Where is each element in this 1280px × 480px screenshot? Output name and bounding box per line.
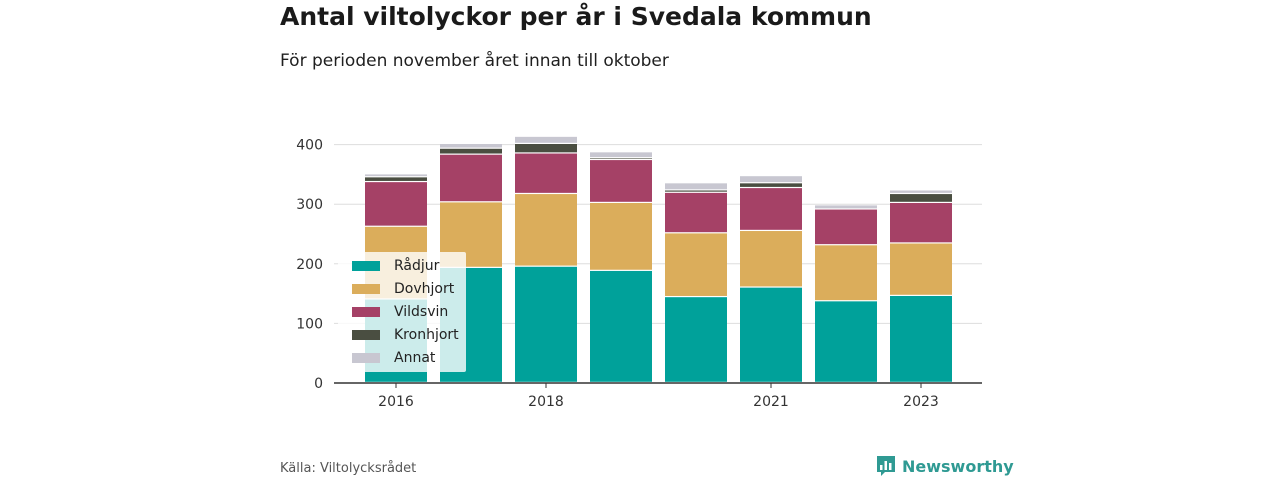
bar-segment (590, 152, 652, 158)
legend-swatch (352, 307, 380, 317)
x-tick-label: 2016 (378, 394, 414, 410)
brand-logo: Newsworthy (876, 455, 1014, 477)
bar-segment (590, 203, 652, 270)
chart-subtitle: För perioden november året innan till ok… (280, 51, 669, 71)
legend: Rådjur Dovhjort Vildsvin Kronhjort Annat (338, 252, 466, 372)
legend-swatch (352, 284, 380, 294)
bar-segment (890, 194, 952, 202)
legend-label: Kronhjort (394, 327, 459, 343)
bar-segment (590, 158, 652, 159)
bar-segment (365, 182, 427, 226)
x-tick-label: 2023 (903, 394, 939, 410)
bar-segment (515, 144, 577, 153)
bar-segment (740, 188, 802, 230)
bar-segment (815, 209, 877, 245)
bar-segment (440, 154, 502, 202)
legend-label: Annat (394, 350, 436, 366)
legend-swatch (352, 261, 380, 271)
legend-item: Annat (352, 348, 435, 368)
x-axis: 2016 2018 2021 2023 (334, 382, 982, 410)
bar-segment (665, 183, 727, 190)
legend-label: Vildsvin (394, 304, 449, 320)
bar-segment (815, 301, 877, 382)
source-note: Källa: Viltolycksrådet (280, 461, 417, 476)
legend-swatch (352, 353, 380, 363)
brand-name: Newsworthy (902, 456, 1014, 476)
y-tick-label: 300 (296, 197, 323, 213)
bar-segment (665, 192, 727, 233)
bar-segment (890, 295, 952, 382)
bar-segment (515, 153, 577, 193)
bar-segment (665, 190, 727, 192)
bar-segment (890, 190, 952, 193)
bar-segment (890, 243, 952, 295)
bar-segment (740, 287, 802, 382)
bar-segment (890, 203, 952, 243)
bar-segment (440, 144, 502, 148)
legend-label: Dovhjort (394, 281, 455, 297)
bar-segment (740, 176, 802, 183)
legend-item: Dovhjort (352, 279, 454, 299)
bar-segment (515, 136, 577, 143)
x-tick-label: 2018 (528, 394, 564, 410)
y-axis-ticks: 0 100 200 300 400 (296, 138, 323, 392)
y-tick-label: 100 (296, 316, 323, 332)
bar-segment (740, 183, 802, 187)
bar-segment (365, 174, 427, 177)
legend-item: Rådjur (352, 256, 439, 276)
y-tick-label: 200 (296, 257, 323, 273)
bar-segment (740, 231, 802, 287)
bar-chart-logo-icon (877, 456, 895, 476)
bar-segment (815, 205, 877, 209)
bar-segment (590, 160, 652, 202)
bar-segment (515, 194, 577, 266)
bar-segment (665, 233, 727, 296)
chart-title: Antal viltolyckor per år i Svedala kommu… (280, 2, 872, 31)
legend-label: Rådjur (394, 258, 440, 274)
legend-item: Kronhjort (352, 325, 459, 345)
bar-segment (515, 266, 577, 382)
y-tick-label: 400 (296, 138, 323, 154)
bar-segment (590, 270, 652, 382)
legend-item: Vildsvin (352, 302, 448, 322)
bar-segment (440, 148, 502, 154)
bar-segment (815, 245, 877, 301)
bar-segment (365, 177, 427, 181)
bar-segment (665, 297, 727, 382)
y-tick-label: 0 (314, 376, 323, 392)
legend-swatch (352, 330, 380, 340)
x-tick-label: 2021 (753, 394, 789, 410)
